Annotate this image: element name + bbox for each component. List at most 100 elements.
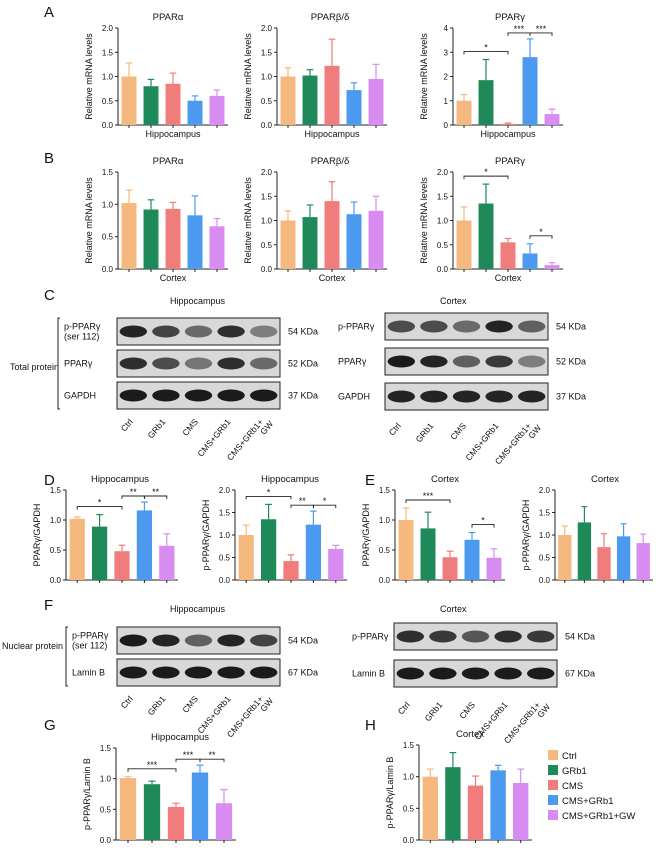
panel-letter-g: G <box>44 717 56 734</box>
bar-cms <box>467 785 484 840</box>
x-axis-label: Cortex <box>319 273 346 283</box>
y-tick-label: 1 <box>444 97 449 106</box>
blot-kda-label: 37 KDa <box>556 392 586 402</box>
blot-kda-label: 54 KDa <box>288 636 318 646</box>
y-axis-label: Relative mRNA levels <box>243 33 253 120</box>
chart-title: PPARγ <box>495 12 525 23</box>
bar-grb1 <box>445 767 461 840</box>
blot-band <box>452 390 481 403</box>
blot-band <box>396 667 424 680</box>
lane-label: Ctrl <box>396 700 412 717</box>
blot-band <box>494 667 522 680</box>
bar-cms-grb1 <box>305 524 322 580</box>
significance-bracket <box>471 524 495 528</box>
bar-grb1 <box>302 75 318 125</box>
chart-d2: Hippocampus 0.0 0.5 1.0 1.5 2.0 p-PPARγ/GAPDH *… <box>201 474 347 585</box>
chart-a1: PPARα 0.0 0.5 1.0 1.5 2.0 Relative mRNA levels… <box>84 12 228 139</box>
significance-bracket <box>199 758 225 763</box>
y-tick-label: 0.0 <box>403 836 415 845</box>
bar-grb1 <box>143 784 161 840</box>
blot-c-cortex-title: Cortex <box>440 296 467 306</box>
y-axis-label: Relative mRNA levels <box>243 177 253 264</box>
y-axis-label: Relative mRNA levels <box>419 33 429 120</box>
blot-band <box>429 630 457 643</box>
bar-grb1 <box>420 528 436 580</box>
blot-kda-label: 52 KDa <box>288 359 318 369</box>
blot-band <box>250 389 278 402</box>
blot-band <box>119 389 147 402</box>
y-tick-label: 0.0 <box>50 576 62 585</box>
chart-title: Hippocampus <box>261 474 319 485</box>
y-tick-label: 2.0 <box>261 168 273 177</box>
y-axis-label: PPARγ/GAPDH <box>32 504 42 567</box>
significance-label: * <box>484 167 488 177</box>
chart-title: Cortex <box>431 474 459 485</box>
y-tick-label: 2 <box>444 73 449 82</box>
chart-title: PPARγ <box>495 156 525 167</box>
significance-bracket <box>463 175 509 180</box>
bar-cms-grb1-gw <box>486 557 502 580</box>
chart-title: Cortex <box>591 474 619 485</box>
bar-cms-grb1-gw <box>636 543 650 580</box>
y-tick-label: 2.0 <box>102 24 114 33</box>
blot-row-label: PPARγ <box>64 359 93 369</box>
lane-label: Ctrl <box>387 421 403 438</box>
lane-label: Ctrl <box>119 694 135 711</box>
bar-cms-grb1-gw <box>544 114 560 125</box>
x-axis-label: Hippocampus <box>145 129 201 139</box>
bar-cms-grb1 <box>136 510 153 580</box>
significance-label: ** <box>152 487 160 497</box>
bar-ctrl <box>422 776 438 840</box>
legend-label: GRb1 <box>562 766 587 777</box>
nuclear-protein-label: Nuclear protein <box>2 641 63 651</box>
y-tick-label: 0.5 <box>437 241 449 250</box>
blot-band <box>217 634 245 647</box>
x-axis-label: Cortex <box>160 273 187 283</box>
y-tick-label: 0.0 <box>261 265 273 274</box>
blot-band <box>184 357 213 370</box>
bar-ctrl <box>119 778 137 840</box>
panel-letter-b: B <box>44 150 54 167</box>
y-tick-label: 1.0 <box>403 773 415 782</box>
blot-band <box>452 320 481 333</box>
panel-letter-d: D <box>44 472 55 489</box>
significance-label: *** <box>183 750 194 760</box>
legend-swatch <box>548 795 558 805</box>
chart-a3: PPARγ 0 1 2 3 4 Relative mRNA levels Hippocampu… <box>419 12 563 139</box>
bar-cms <box>442 557 458 580</box>
bar-cms <box>283 561 299 580</box>
bar-cms <box>165 83 181 125</box>
y-tick-label: 0.0 <box>261 121 273 130</box>
y-axis-label: PPARγ/GAPDH <box>361 504 371 567</box>
blot-row-label: GAPDH <box>64 391 96 401</box>
blot-band <box>119 666 147 679</box>
y-tick-label: 1.5 <box>403 741 415 750</box>
blot-band <box>387 355 415 368</box>
lane-label: GRb1 <box>422 700 444 724</box>
bar-cms-grb1 <box>346 214 362 269</box>
significance-label: * <box>484 43 488 53</box>
bar-grb1 <box>260 519 277 580</box>
significance-label: *** <box>536 24 547 34</box>
bar-ctrl <box>280 220 296 269</box>
significance-label: *** <box>147 760 158 770</box>
blot-band <box>217 666 245 679</box>
bar-grb1 <box>302 217 318 269</box>
blot-band <box>152 325 180 338</box>
bar-cms <box>500 123 516 125</box>
significance-label: * <box>481 516 485 526</box>
chart-title: Hippocampus <box>91 474 149 485</box>
y-axis-label: p-PPARγ/Lamin B <box>385 757 395 829</box>
legend-label: CMS+GRb1 <box>562 796 613 807</box>
blot-band <box>452 355 481 368</box>
panel-letter-c: C <box>44 287 55 304</box>
blot-row-label: (ser 112) <box>64 332 99 342</box>
lane-label: CMS <box>180 694 200 715</box>
y-tick-label: 2.0 <box>261 24 273 33</box>
y-tick-label: 1.5 <box>102 48 114 57</box>
blot-band <box>420 390 448 403</box>
y-tick-label: 0.5 <box>50 546 62 555</box>
y-tick-label: 3 <box>444 48 449 57</box>
chart-title: Cortex <box>456 729 484 740</box>
significance-label: *** <box>514 24 525 34</box>
